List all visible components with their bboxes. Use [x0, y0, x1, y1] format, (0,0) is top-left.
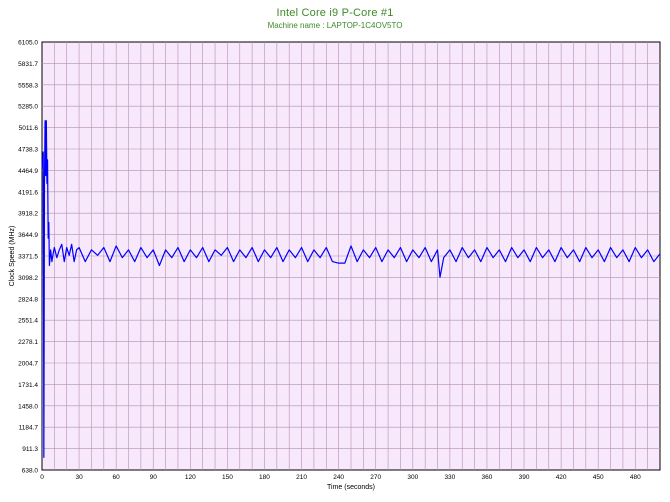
x-tick-label: 210	[296, 474, 307, 481]
x-tick-label: 60	[113, 474, 121, 481]
y-tick-label: 5011.6	[19, 125, 39, 132]
x-tick-label: 90	[150, 474, 158, 481]
x-tick-label: 390	[519, 474, 530, 481]
y-tick-label: 1458.0	[18, 403, 38, 410]
x-tick-label: 330	[444, 474, 455, 481]
x-tick-label: 360	[482, 474, 493, 481]
x-tick-label: 420	[556, 474, 567, 481]
x-tick-label: 180	[259, 474, 270, 481]
y-tick-label: 4191.6	[18, 189, 38, 196]
x-tick-label: 240	[333, 474, 344, 481]
x-tick-label: 30	[75, 474, 83, 481]
y-tick-label: 3918.2	[18, 211, 38, 218]
chart-title: Intel Core i9 P-Core #1	[276, 7, 394, 19]
y-axis-label: Clock Speed (MHz)	[9, 226, 16, 287]
y-tick-label: 5558.3	[18, 82, 38, 89]
y-tick-label: 1731.4	[18, 382, 38, 389]
series-layer	[41, 120, 661, 458]
y-tick-label: 4464.9	[18, 168, 38, 175]
x-tick-label: 300	[407, 474, 418, 481]
x-tick-label: 450	[593, 474, 604, 481]
y-tick-label: 911.3	[22, 446, 38, 453]
x-tick-label: 270	[370, 474, 381, 481]
chart-subtitle: Machine name : LAPTOP-1C4OV5TO	[267, 21, 403, 30]
y-tick-label: 4738.3	[18, 146, 38, 153]
x-tick-label: 120	[185, 474, 196, 481]
axis-layer: 638.0 911.3 1184.7 1458.0 1731.4 2004.7 2278.1…	[18, 40, 641, 482]
y-tick-label: 1184.7	[19, 425, 39, 432]
y-tick-label: 2278.1	[18, 339, 38, 346]
x-axis-label: Time (seconds)	[327, 484, 375, 491]
series-line	[41, 120, 661, 458]
y-tick-label: 3098.2	[18, 275, 38, 282]
y-tick-label: 5831.7	[18, 61, 38, 68]
y-tick-label: 2551.4	[18, 318, 38, 325]
x-tick-label: 150	[222, 474, 233, 481]
y-tick-label: 5285.0	[18, 104, 38, 111]
y-tick-label: 3644.9	[18, 232, 38, 239]
grid-layer	[42, 42, 660, 470]
y-tick-label: 2004.7	[18, 361, 38, 368]
x-tick-label: 0	[40, 474, 44, 481]
x-tick-label: 480	[630, 474, 641, 481]
y-tick-label: 6105.0	[18, 40, 38, 47]
y-tick-label: 638.0	[22, 468, 39, 475]
y-tick-label: 3371.5	[18, 254, 38, 261]
y-tick-label: 2824.8	[18, 296, 38, 303]
